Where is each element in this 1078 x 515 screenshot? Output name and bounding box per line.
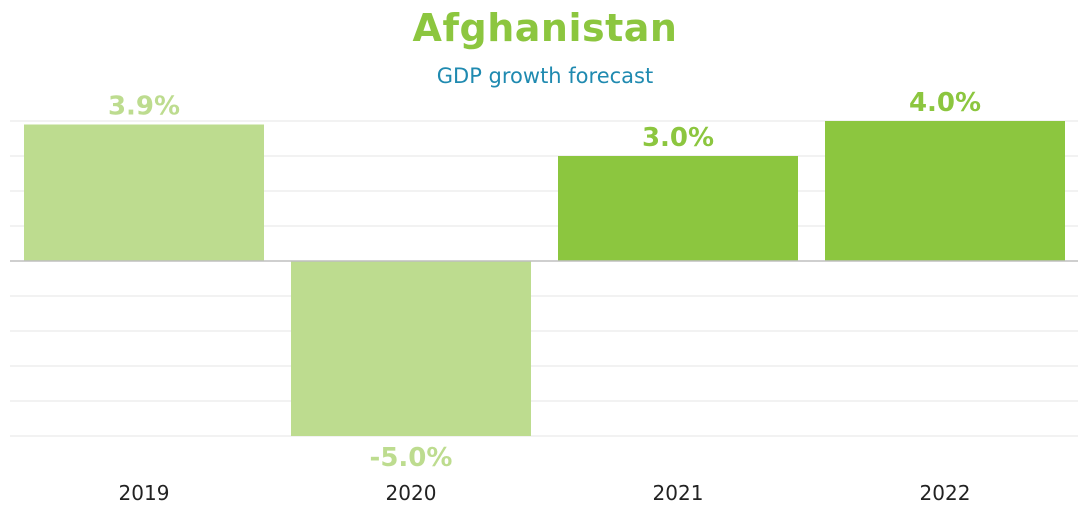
bar-2019 bbox=[24, 124, 264, 261]
data-label-2020: -5.0% bbox=[370, 443, 453, 473]
bar-2020 bbox=[291, 261, 531, 436]
bar-2022 bbox=[825, 121, 1065, 261]
data-label-2022: 4.0% bbox=[909, 88, 981, 118]
chart-subtitle: GDP growth forecast bbox=[436, 64, 654, 88]
chart-title: Afghanistan bbox=[412, 6, 678, 50]
data-label-2019: 3.9% bbox=[108, 92, 180, 122]
x-tick-label-2021: 2021 bbox=[653, 481, 704, 505]
bar-2021 bbox=[558, 156, 798, 261]
x-tick-label-2022: 2022 bbox=[920, 481, 971, 505]
data-label-2021: 3.0% bbox=[642, 123, 714, 153]
x-tick-label-2019: 2019 bbox=[119, 481, 170, 505]
x-tick-label-2020: 2020 bbox=[386, 481, 437, 505]
